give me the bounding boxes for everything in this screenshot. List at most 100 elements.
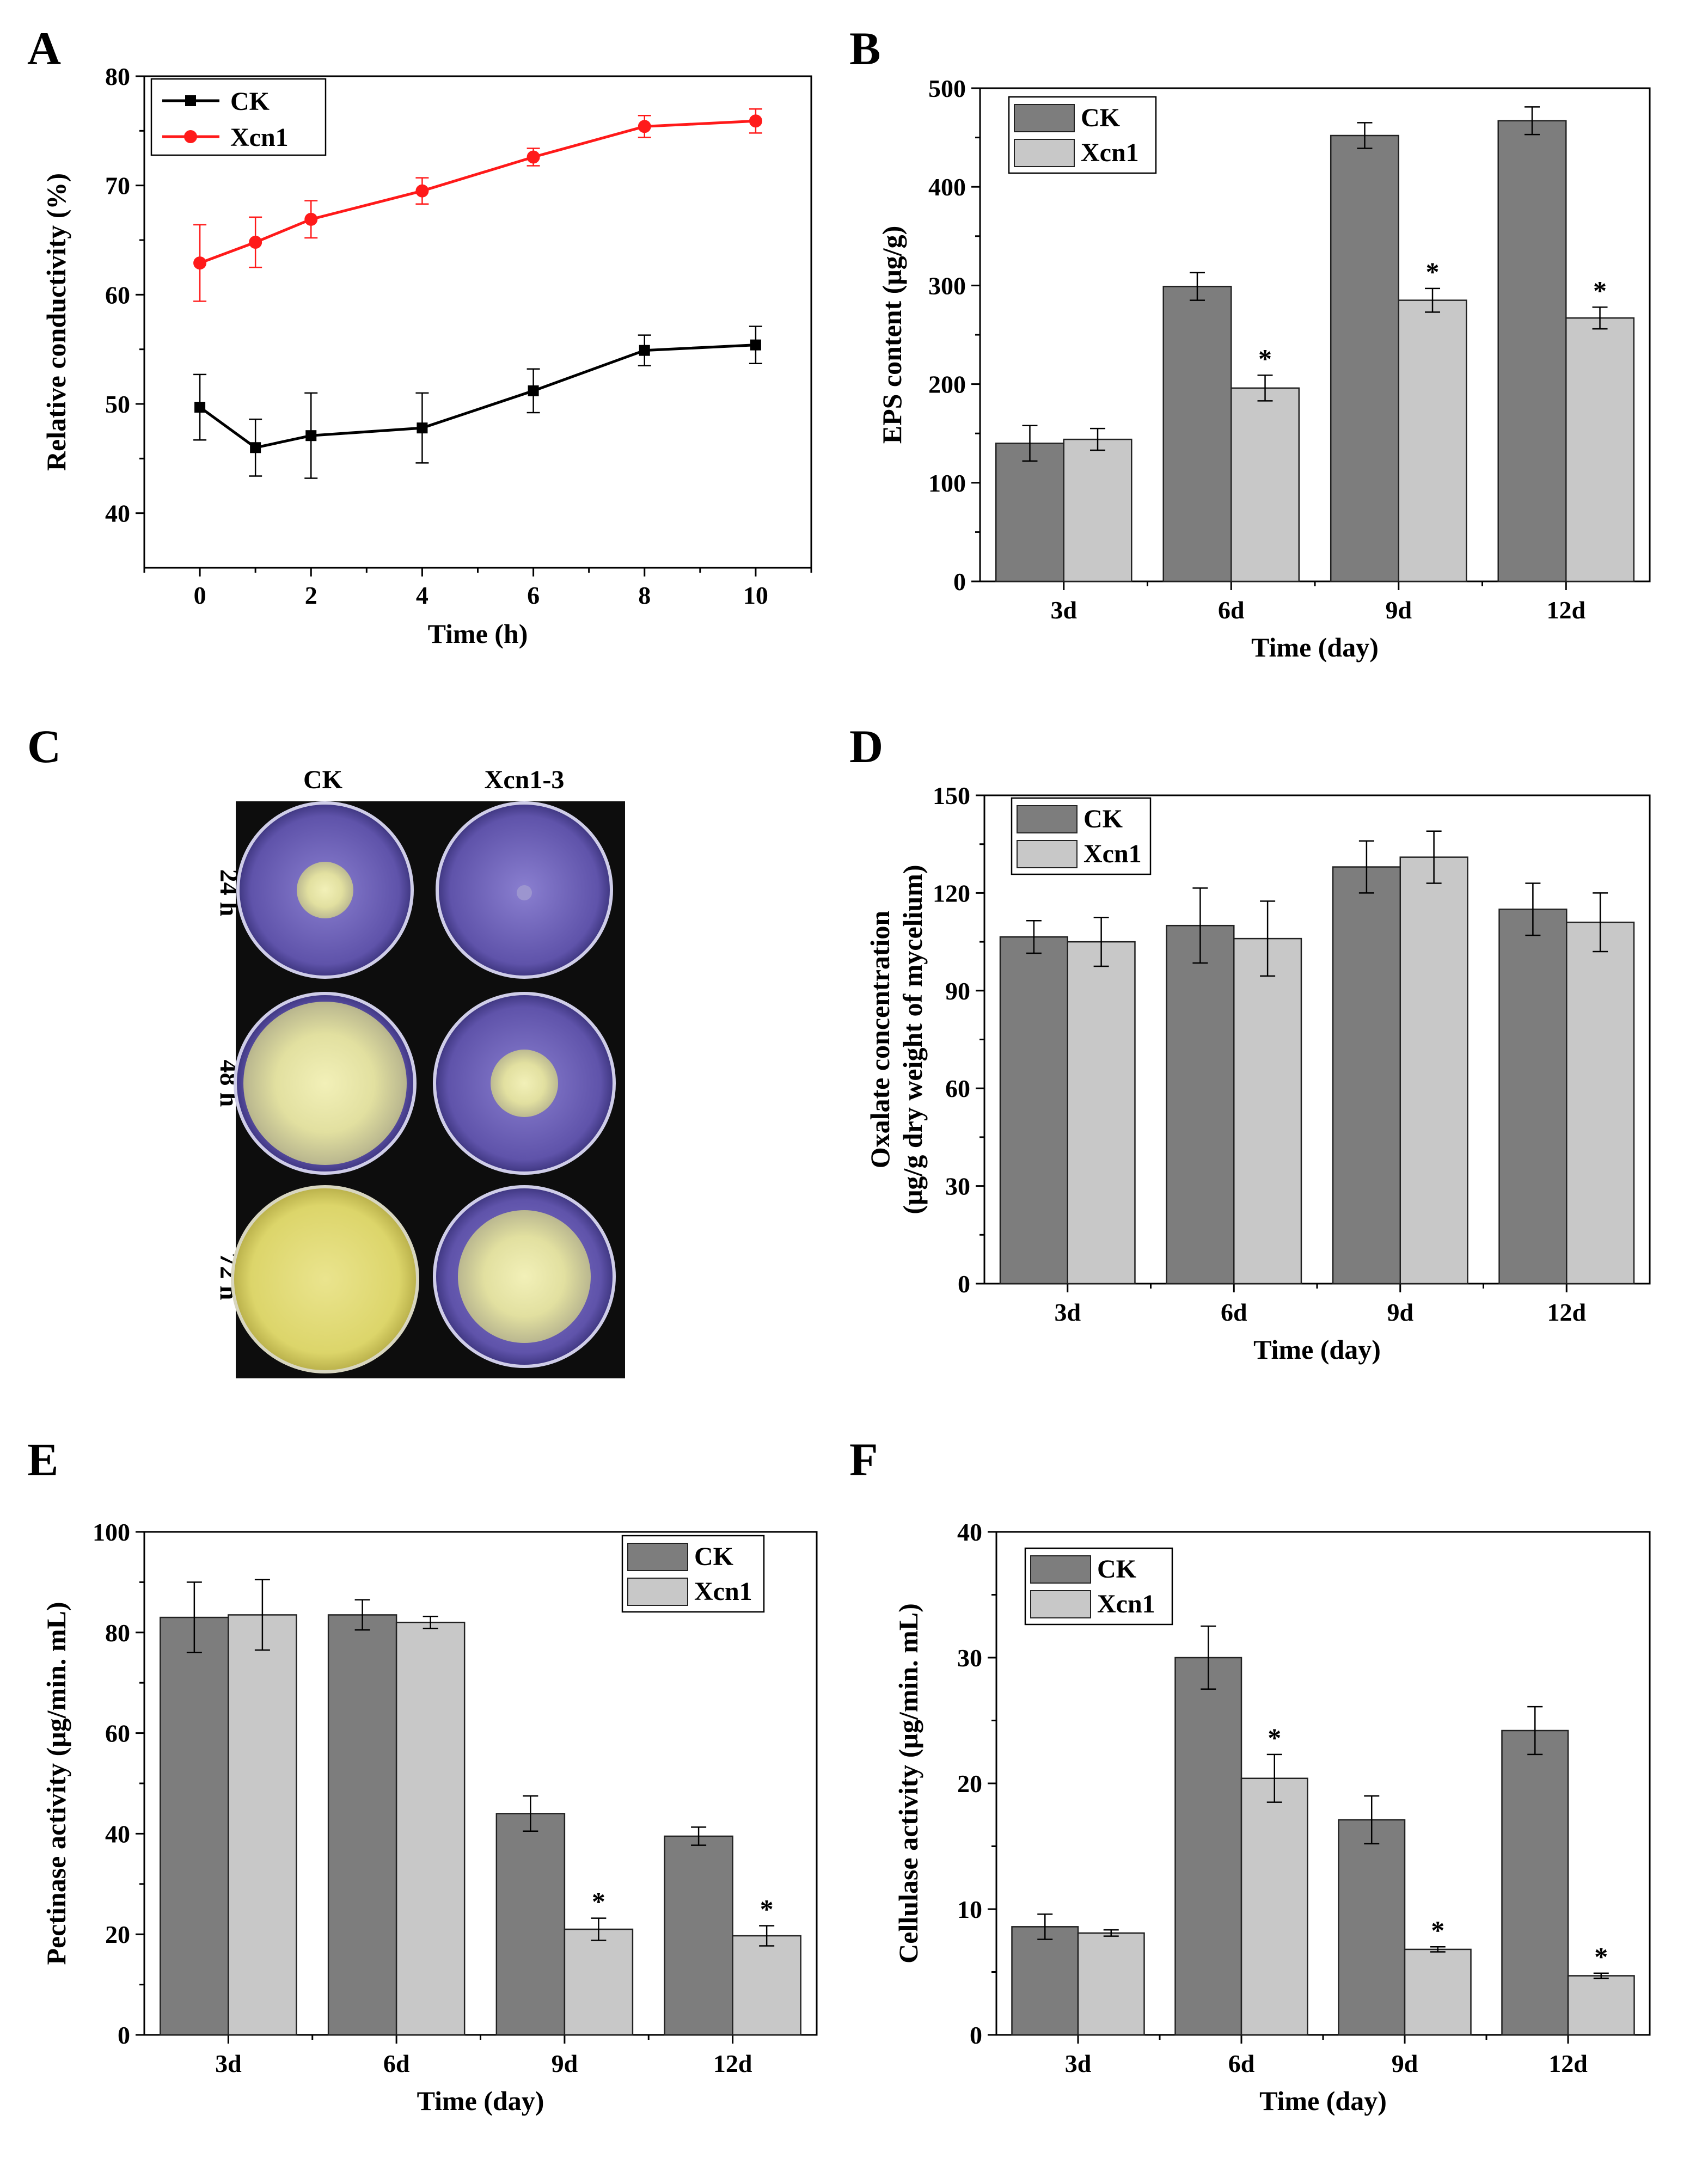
x-tick-label-a: 10	[743, 581, 768, 609]
bar-xcn1-6d	[1231, 387, 1300, 582]
y-tick-label-d: 150	[933, 782, 970, 809]
y-tick-label-f: 30	[957, 1644, 982, 1672]
legend-label-ck: CK	[1097, 1555, 1136, 1584]
colony-ck-24h	[297, 862, 353, 918]
y-tick-label-b: 500	[928, 75, 966, 102]
chart-b-eps-content: 0 100 200 300 400 500 EPS content (μg/g) Time (…	[877, 75, 1651, 663]
bar-xcn1-3d	[228, 1614, 297, 2036]
y-tick-label-b: 200	[928, 371, 966, 398]
legend-label-xcn1: Xcn1	[1083, 839, 1142, 868]
y-tick-label-f: 40	[957, 1518, 982, 1546]
chart-e-pectinase-activity: 0 20 40 60 80 100 Pectinase activity (μg/min. …	[41, 1518, 818, 2116]
photo-col-label-xcn1-3: Xcn1-3	[485, 765, 565, 794]
y-tick-label-d: 30	[945, 1173, 970, 1200]
significance-star-b: *	[1593, 275, 1607, 305]
x-tick-label-a: 2	[305, 581, 317, 609]
y-axis-label-b: EPS content (μg/g)	[877, 226, 907, 444]
x-tick-label-e: 12d	[713, 2050, 752, 2077]
panel-letter-d: D	[849, 720, 883, 772]
panel-c-plate-photo: CK Xcn1-3 24 h 48 h 72 h	[215, 765, 625, 1378]
bar-ck-6d	[327, 1614, 397, 2036]
legend-label-ck: CK	[230, 87, 270, 116]
x-tick-label-e: 3d	[215, 2050, 242, 2077]
y-tick-label-d: 60	[945, 1075, 970, 1102]
x-tick-label-f: 3d	[1065, 2050, 1092, 2077]
legend-swatch-xcn1	[1017, 840, 1078, 868]
x-tick-label-d: 6d	[1221, 1298, 1247, 1326]
x-axis-label-a: Time (h)	[428, 618, 528, 649]
bar-ck-9d	[1338, 1819, 1406, 2036]
y-tick-label-b: 300	[928, 272, 966, 299]
y-tick-label-d: 90	[945, 977, 970, 1005]
y-tick-label-a: 50	[105, 390, 130, 418]
y-axis-label-e: Pectinase activity (μg/min. mL)	[41, 1602, 71, 1965]
bar-ck-9d	[495, 1813, 566, 2036]
x-tick-label-e: 6d	[383, 2050, 410, 2077]
x-tick-label-f: 9d	[1392, 2050, 1418, 2077]
y-tick-label-e: 60	[105, 1720, 130, 1747]
panel-letter-e: E	[27, 1433, 58, 1486]
legend-box-a	[150, 78, 327, 156]
x-tick-label-b: 6d	[1218, 596, 1245, 624]
y-tick-label-e: 0	[118, 2021, 130, 2049]
point-ck	[417, 422, 428, 434]
y-axis-label-d: Oxalate concentration	[865, 911, 895, 1169]
x-tick-label-b: 9d	[1385, 596, 1412, 624]
panel-letter-c: C	[27, 720, 61, 772]
significance-star-f: *	[1268, 1722, 1281, 1753]
legend-label-ck: CK	[1083, 805, 1123, 833]
significance-star-f: *	[1594, 1941, 1608, 1972]
bar-xcn1-12d	[1567, 1975, 1635, 2036]
x-tick-label-f: 6d	[1228, 2050, 1255, 2077]
y-axis-label-d: (μg/g dry weight of mycelium)	[897, 864, 928, 1214]
colony-xcn1-72h	[458, 1210, 591, 1343]
y-tick-label-e: 20	[105, 1921, 130, 1948]
colony-xcn1-48h	[491, 1050, 558, 1117]
point-xcn1	[249, 236, 262, 249]
x-tick-label-b: 12d	[1546, 596, 1585, 624]
panel-letter-b: B	[849, 22, 880, 75]
bar-ck-3d	[995, 443, 1065, 582]
y-tick-label-a: 70	[105, 172, 130, 200]
x-tick-label-a: 0	[194, 581, 206, 609]
bar-xcn1-12d	[1566, 921, 1635, 1285]
legend-swatch-xcn1	[627, 1578, 688, 1606]
panel-letter-a: A	[27, 22, 61, 75]
bar-xcn1-3d	[1063, 438, 1132, 582]
point-xcn1	[527, 150, 540, 164]
significance-star-e: *	[592, 1886, 605, 1917]
y-tick-label-e: 40	[105, 1820, 130, 1848]
legend-swatch-ck	[1014, 104, 1075, 132]
bar-ck-6d	[1162, 285, 1232, 582]
bar-xcn1-12d	[1565, 317, 1635, 582]
legend-label-ck: CK	[1081, 103, 1120, 132]
y-tick-label-a: 40	[105, 500, 130, 528]
legend-label-ck: CK	[694, 1542, 733, 1571]
y-axis-label-f: Cellulase activity (μg/min. mL)	[893, 1603, 923, 1964]
bar-ck-3d	[160, 1616, 229, 2036]
x-tick-label-f: 12d	[1548, 2050, 1588, 2077]
y-tick-label-d: 0	[958, 1270, 970, 1298]
panel-letter-f: F	[849, 1433, 878, 1486]
legend-swatch-xcn1	[1014, 139, 1075, 167]
point-ck	[750, 339, 761, 351]
x-axis-label-f: Time (day)	[1259, 2086, 1387, 2116]
y-tick-label-b: 100	[928, 469, 966, 497]
x-tick-label-a: 6	[527, 581, 540, 609]
chart-f-cellulase-activity: 0 10 20 30 40 Cellulase activity (μg/min. mL)…	[893, 1518, 1651, 2116]
legend-label-xcn1: Xcn1	[1081, 138, 1139, 167]
point-xcn1	[304, 212, 318, 226]
bar-xcn1-6d	[395, 1622, 466, 2036]
bar-ck-12d	[1498, 909, 1568, 1285]
colony-xcn1-24h	[517, 885, 532, 900]
y-tick-label-f: 0	[970, 2021, 982, 2049]
bar-ck-6d	[1174, 1657, 1242, 2036]
y-tick-label-a: 80	[105, 63, 130, 90]
legend-marker-xcn1	[184, 130, 197, 143]
bar-xcn1-9d	[1399, 856, 1468, 1285]
chart-d-oxalate-concentration: 0 30 60 90 120 150 Oxalate concentration (μg/g …	[865, 782, 1651, 1365]
x-tick-label-a: 8	[638, 581, 651, 609]
point-ck	[528, 385, 539, 396]
